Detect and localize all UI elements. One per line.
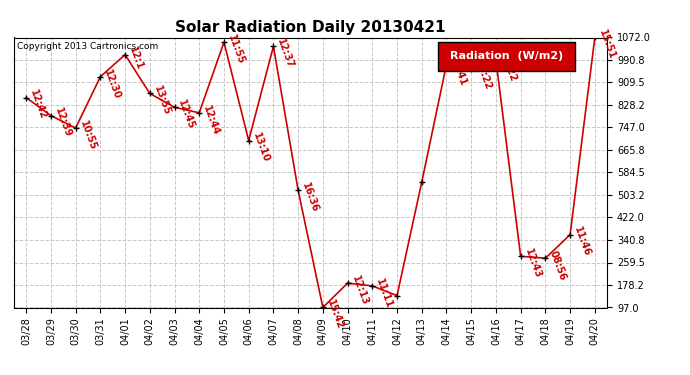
FancyBboxPatch shape xyxy=(438,42,575,71)
Text: 12:30: 12:30 xyxy=(102,68,122,100)
Text: 10:41: 10:41 xyxy=(448,56,469,88)
Text: 11:11: 11:11 xyxy=(374,277,394,309)
Text: 12:45: 12:45 xyxy=(177,98,197,131)
Text: 11:46: 11:46 xyxy=(572,226,592,258)
Text: 12:13: 12:13 xyxy=(350,274,370,307)
Text: 12:37: 12:37 xyxy=(275,38,295,70)
Text: 13:22: 13:22 xyxy=(473,60,493,92)
Text: 15:51: 15:51 xyxy=(597,28,617,61)
Text: 12:43: 12:43 xyxy=(522,247,542,280)
Text: 12:39: 12:39 xyxy=(53,106,73,139)
Text: 14:22: 14:22 xyxy=(498,51,518,84)
Text: 15:42: 15:42 xyxy=(325,298,345,331)
Text: 13:55: 13:55 xyxy=(152,84,172,117)
Text: Copyright 2013 Cartronics.com: Copyright 2013 Cartronics.com xyxy=(17,42,158,51)
Title: Solar Radiation Daily 20130421: Solar Radiation Daily 20130421 xyxy=(175,20,446,35)
Text: Radiation  (W/m2): Radiation (W/m2) xyxy=(450,51,563,62)
Text: 16:36: 16:36 xyxy=(300,182,320,214)
Text: 12:44: 12:44 xyxy=(201,104,221,136)
Text: 12:42: 12:42 xyxy=(28,88,48,121)
Text: 08:56: 08:56 xyxy=(547,249,567,282)
Text: 13:10: 13:10 xyxy=(250,132,270,164)
Text: 10:55: 10:55 xyxy=(77,119,97,152)
Text: 12:1: 12:1 xyxy=(127,46,145,72)
Text: 11:55: 11:55 xyxy=(226,33,246,66)
